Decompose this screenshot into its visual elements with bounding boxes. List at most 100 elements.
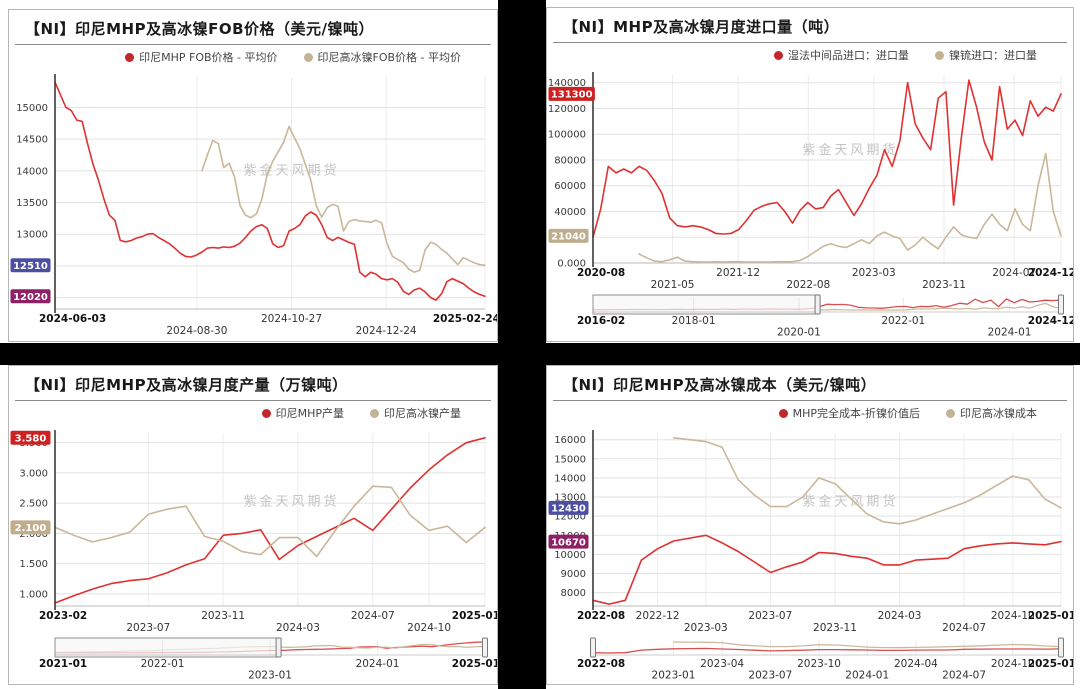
svg-text:2025-01: 2025-01: [452, 610, 497, 622]
svg-text:40000: 40000: [554, 207, 586, 218]
svg-text:12430: 12430: [551, 504, 586, 515]
panel-cost: 【NI】印尼MHP及高冰镍成本（美元/镍吨） MHP完全成本-折镍价值后 印尼高…: [546, 365, 1074, 685]
chart-canvas-import-volume[interactable]: 0.00020000400006000080000100000120000140…: [547, 67, 1073, 341]
legend-item-matte-production[interactable]: 印尼高冰镍产量: [370, 405, 461, 421]
nav-unselected-region: [592, 294, 819, 315]
legend-item-mhp-fob[interactable]: 印尼MHP FOB价格 - 平均价: [125, 49, 278, 65]
svg-text:9000: 9000: [561, 569, 586, 580]
svg-text:3.580: 3.580: [15, 434, 47, 445]
series-dot-icon: [370, 408, 379, 418]
svg-text:2023-10: 2023-10: [797, 658, 841, 670]
svg-text:2025-01: 2025-01: [1028, 610, 1073, 622]
panel-fob-price: 【NI】印尼MHP及高冰镍FOB价格（美元/镍吨） 印尼MHP FOB价格 - …: [8, 9, 498, 342]
svg-text:13000: 13000: [554, 493, 586, 504]
nav-handle[interactable]: [482, 637, 488, 658]
svg-text:2024-07: 2024-07: [992, 267, 1036, 279]
nav-handle[interactable]: [814, 294, 821, 315]
svg-text:紫金天风期货: 紫金天风期货: [243, 162, 339, 178]
svg-text:2.000: 2.000: [19, 529, 48, 540]
svg-text:2.500: 2.500: [19, 499, 48, 510]
svg-text:2023-03: 2023-03: [684, 622, 728, 634]
last-value-badge: [10, 258, 51, 273]
svg-text:1.500: 1.500: [19, 559, 48, 570]
svg-text:80000: 80000: [554, 155, 586, 166]
series-dot-icon: [125, 52, 135, 62]
series-dot-icon: [935, 50, 944, 60]
svg-text:2023-04: 2023-04: [700, 658, 744, 670]
svg-text:2022-08: 2022-08: [786, 279, 830, 291]
svg-text:3.000: 3.000: [19, 468, 48, 479]
series-dot-icon: [261, 408, 271, 418]
svg-text:2024-01: 2024-01: [988, 327, 1032, 339]
legend-label: 印尼高冰镍产量: [384, 407, 461, 420]
svg-text:2025-01: 2025-01: [452, 658, 497, 670]
svg-text:2023-07: 2023-07: [748, 670, 792, 682]
svg-text:2020-08: 2020-08: [577, 267, 625, 279]
svg-text:14000: 14000: [16, 166, 48, 177]
legend-item-matte-imports[interactable]: 镍锍进口：进口量: [935, 47, 1037, 63]
chart-canvas-production[interactable]: 1.0001.5002.0002.5003.0003.500紫金天风期货2023…: [9, 425, 497, 684]
legend-item-mhp-cost[interactable]: MHP完全成本-折镍价值后: [778, 405, 920, 421]
svg-text:140000: 140000: [548, 78, 586, 89]
svg-text:2024-12: 2024-12: [1028, 315, 1073, 327]
panel-production: 【NI】印尼MHP及高冰镍月度产量（万镍吨） 印尼MHP产量 印尼高冰镍产量 1…: [8, 365, 498, 685]
svg-text:12020: 12020: [13, 292, 48, 303]
svg-text:2024-01: 2024-01: [356, 658, 400, 670]
svg-text:2023-11: 2023-11: [201, 610, 245, 622]
svg-text:2023-07: 2023-07: [748, 610, 792, 622]
panel-import-volume: 【NI】MHP及高冰镍月度进口量（吨） 湿法中间品进口：进口量 镍锍进口：进口量…: [546, 7, 1074, 342]
panel-title: 【NI】印尼MHP及高冰镍成本（美元/镍吨）: [563, 376, 877, 394]
svg-text:2024-07: 2024-07: [351, 610, 395, 622]
svg-text:2024-07: 2024-07: [942, 622, 986, 634]
svg-text:2023-11: 2023-11: [813, 622, 857, 634]
legend-item-mhp-production[interactable]: 印尼MHP产量: [261, 405, 344, 421]
legend-item-wet-intermediate-imports[interactable]: 湿法中间品进口：进口量: [774, 47, 909, 63]
legend-label: 镍锍进口：进口量: [949, 49, 1037, 62]
nav-handle[interactable]: [590, 637, 596, 658]
nav-unselected-region: [54, 637, 280, 658]
svg-text:紫金天风期货: 紫金天风期货: [802, 142, 898, 158]
svg-text:2024-08-30: 2024-08-30: [166, 325, 227, 337]
svg-text:2024-04: 2024-04: [894, 658, 938, 670]
svg-text:2022-08: 2022-08: [577, 658, 625, 670]
chart-canvas-cost[interactable]: 8000900010000110001200013000140001500016…: [547, 425, 1073, 684]
svg-text:1.000: 1.000: [19, 589, 48, 600]
panel-title: 【NI】印尼MHP及高冰镍月度产量（万镍吨）: [25, 376, 348, 394]
legend-label: 湿法中间品进口：进口量: [788, 49, 909, 62]
svg-text:2022-08: 2022-08: [577, 610, 625, 622]
svg-text:2024-12: 2024-12: [1028, 267, 1073, 279]
legend-item-matte-fob[interactable]: 印尼高冰镍FOB价格 - 平均价: [303, 49, 461, 65]
svg-text:2024-10: 2024-10: [407, 622, 451, 634]
chart-legend: 印尼MHP FOB价格 - 平均价 印尼高冰镍FOB价格 - 平均价: [9, 45, 497, 69]
title-rule: [15, 44, 491, 45]
last-value-badge: [10, 520, 51, 535]
title-rule: [15, 400, 491, 401]
svg-text:0.000: 0.000: [557, 259, 586, 270]
svg-text:12000: 12000: [554, 512, 586, 523]
nav-handle[interactable]: [1058, 294, 1064, 315]
svg-text:2021-01: 2021-01: [39, 658, 87, 670]
svg-text:紫金天风期货: 紫金天风期货: [802, 494, 898, 510]
svg-text:2022-01: 2022-01: [881, 315, 925, 327]
series-dot-icon: [303, 52, 313, 62]
chart-canvas-fob-price[interactable]: 12000125001300013500140001450015000紫金天风期…: [9, 69, 497, 341]
last-value-badge: [548, 500, 589, 515]
last-value-badge: [548, 534, 589, 549]
svg-text:2024-01: 2024-01: [845, 670, 889, 682]
svg-text:2023-11: 2023-11: [922, 279, 966, 291]
series-dot-icon: [774, 50, 783, 60]
title-rule: [553, 42, 1067, 43]
svg-text:131300: 131300: [551, 90, 593, 101]
chart-legend: 印尼MHP产量 印尼高冰镍产量: [9, 401, 497, 425]
series-dot-icon: [946, 408, 955, 418]
legend-item-matte-cost[interactable]: 印尼高冰镍成本: [946, 405, 1037, 421]
svg-text:2022-12: 2022-12: [636, 610, 680, 622]
nav-handle[interactable]: [275, 637, 282, 658]
svg-text:8000: 8000: [561, 588, 586, 599]
svg-text:2023-07: 2023-07: [126, 622, 170, 634]
svg-text:15000: 15000: [16, 103, 48, 114]
legend-label: 印尼高冰镍成本: [960, 407, 1037, 420]
svg-text:紫金天风期货: 紫金天风期货: [243, 494, 339, 510]
nav-handle[interactable]: [1058, 637, 1064, 658]
svg-text:12510: 12510: [13, 261, 48, 272]
